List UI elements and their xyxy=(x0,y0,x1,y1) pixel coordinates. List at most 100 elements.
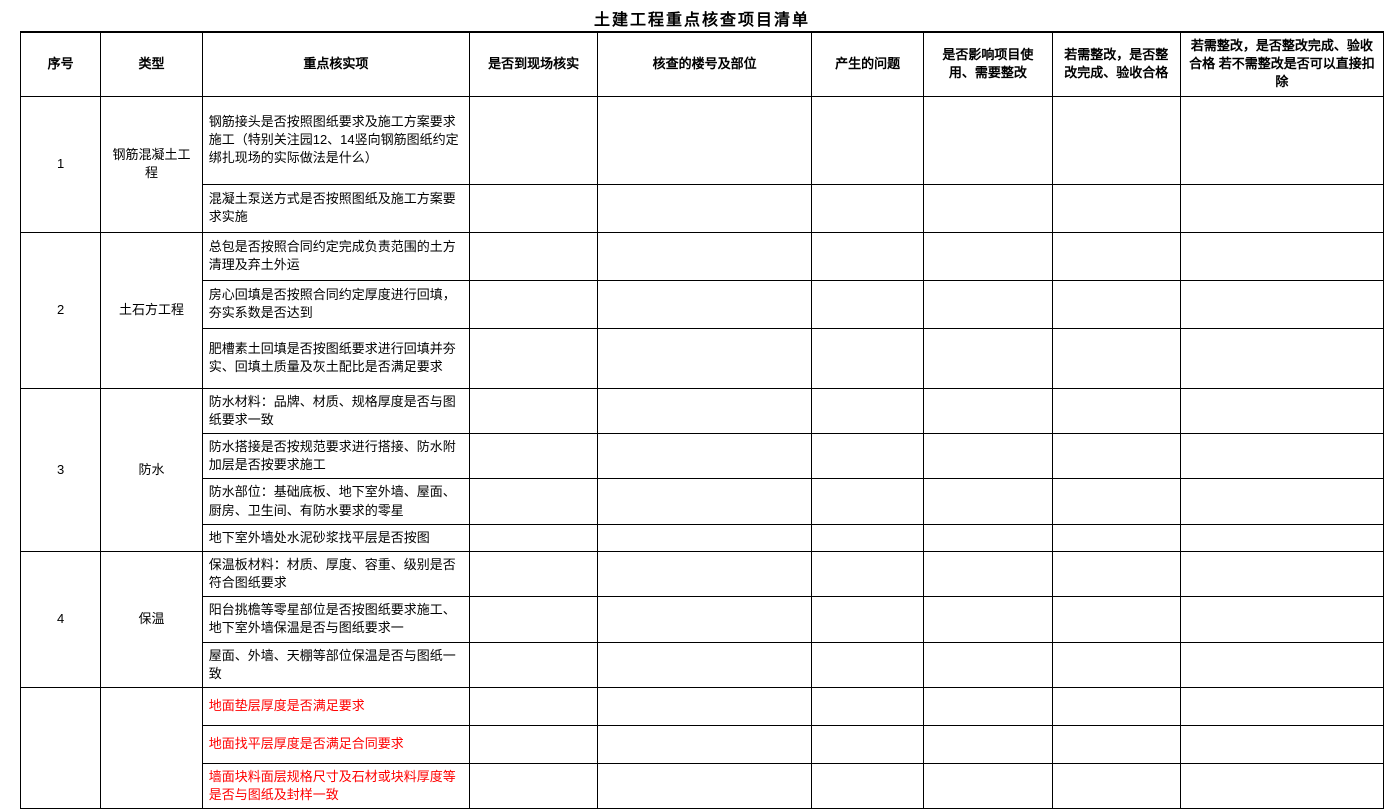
content-area: 土建工程重点核查项目清单 序号 类型 重点核实项 是否到现场核实 核 xyxy=(20,0,1384,809)
cell-empty[interactable] xyxy=(924,764,1052,809)
cell-empty[interactable] xyxy=(598,479,812,524)
cell-empty[interactable] xyxy=(1052,642,1180,687)
cell-empty[interactable] xyxy=(469,597,597,642)
cell-empty[interactable] xyxy=(1052,764,1180,809)
cell-empty[interactable] xyxy=(1052,597,1180,642)
cell-empty[interactable] xyxy=(924,184,1052,232)
cell-empty[interactable] xyxy=(924,479,1052,524)
cell-empty[interactable] xyxy=(1180,688,1383,726)
header-index: 序号 xyxy=(21,33,101,97)
cell-empty[interactable] xyxy=(1180,328,1383,388)
cell-empty[interactable] xyxy=(812,764,924,809)
cell-empty[interactable] xyxy=(812,328,924,388)
cell-empty[interactable] xyxy=(1180,388,1383,433)
cell-empty[interactable] xyxy=(598,524,812,551)
cell-empty[interactable] xyxy=(469,388,597,433)
cell-empty[interactable] xyxy=(812,433,924,478)
table-row: 地下室外墙处水泥砂浆找平层是否按图 xyxy=(21,524,1384,551)
cell-empty[interactable] xyxy=(812,96,924,184)
cell-empty[interactable] xyxy=(1180,280,1383,328)
cell-empty[interactable] xyxy=(469,232,597,280)
cell-empty[interactable] xyxy=(924,328,1052,388)
cell-empty[interactable] xyxy=(924,726,1052,764)
cell-empty[interactable] xyxy=(924,388,1052,433)
cell-empty[interactable] xyxy=(1180,764,1383,809)
cell-empty[interactable] xyxy=(1052,388,1180,433)
cell-empty[interactable] xyxy=(469,328,597,388)
cell-empty[interactable] xyxy=(598,328,812,388)
cell-empty[interactable] xyxy=(1052,232,1180,280)
cell-empty[interactable] xyxy=(469,479,597,524)
cell-empty[interactable] xyxy=(1180,184,1383,232)
cell-empty[interactable] xyxy=(812,597,924,642)
cell-empty[interactable] xyxy=(469,726,597,764)
cell-empty[interactable] xyxy=(812,388,924,433)
cell-empty[interactable] xyxy=(812,232,924,280)
cell-empty[interactable] xyxy=(924,232,1052,280)
cell-empty[interactable] xyxy=(1052,184,1180,232)
cell-empty[interactable] xyxy=(469,764,597,809)
cell-empty[interactable] xyxy=(598,726,812,764)
cell-empty[interactable] xyxy=(812,551,924,596)
cell-empty[interactable] xyxy=(1180,433,1383,478)
cell-empty[interactable] xyxy=(1180,479,1383,524)
cell-index: 2 xyxy=(21,232,101,388)
cell-empty[interactable] xyxy=(812,688,924,726)
cell-empty[interactable] xyxy=(1052,280,1180,328)
cell-empty[interactable] xyxy=(598,764,812,809)
cell-check-item: 地面垫层厚度是否满足要求 xyxy=(202,688,469,726)
cell-empty[interactable] xyxy=(1180,642,1383,687)
cell-empty[interactable] xyxy=(924,642,1052,687)
cell-empty[interactable] xyxy=(924,524,1052,551)
cell-empty[interactable] xyxy=(598,232,812,280)
cell-empty[interactable] xyxy=(1052,688,1180,726)
cell-check-item: 墙面块料面层规格尺寸及石材或块料厚度等是否与图纸及封样一致 xyxy=(202,764,469,809)
cell-empty[interactable] xyxy=(598,96,812,184)
cell-empty[interactable] xyxy=(469,688,597,726)
cell-empty[interactable] xyxy=(812,726,924,764)
cell-empty[interactable] xyxy=(598,642,812,687)
table-row: 房心回填是否按照合同约定厚度进行回填，夯实系数是否达到 xyxy=(21,280,1384,328)
cell-empty[interactable] xyxy=(924,96,1052,184)
cell-empty[interactable] xyxy=(924,280,1052,328)
cell-empty[interactable] xyxy=(469,524,597,551)
cell-empty[interactable] xyxy=(1052,524,1180,551)
cell-empty[interactable] xyxy=(1052,551,1180,596)
cell-empty[interactable] xyxy=(1052,96,1180,184)
cell-empty[interactable] xyxy=(469,433,597,478)
checklist-table: 序号 类型 重点核实项 是否到现场核实 核查的楼号及部位 产生的问题 是否影响项… xyxy=(20,32,1384,809)
cell-empty[interactable] xyxy=(469,551,597,596)
cell-empty[interactable] xyxy=(1052,433,1180,478)
cell-empty[interactable] xyxy=(924,597,1052,642)
cell-empty[interactable] xyxy=(1180,597,1383,642)
header-type: 类型 xyxy=(101,33,203,97)
cell-empty[interactable] xyxy=(1180,232,1383,280)
cell-empty[interactable] xyxy=(598,688,812,726)
cell-empty[interactable] xyxy=(1052,328,1180,388)
cell-empty[interactable] xyxy=(1180,551,1383,596)
cell-empty[interactable] xyxy=(812,280,924,328)
cell-empty[interactable] xyxy=(469,184,597,232)
cell-empty[interactable] xyxy=(812,642,924,687)
cell-empty[interactable] xyxy=(598,280,812,328)
cell-empty[interactable] xyxy=(469,642,597,687)
cell-empty[interactable] xyxy=(924,551,1052,596)
cell-empty[interactable] xyxy=(924,688,1052,726)
cell-empty[interactable] xyxy=(812,184,924,232)
cell-empty[interactable] xyxy=(598,388,812,433)
cell-empty[interactable] xyxy=(1180,524,1383,551)
cell-empty[interactable] xyxy=(1180,96,1383,184)
cell-empty[interactable] xyxy=(598,597,812,642)
cell-empty[interactable] xyxy=(1180,726,1383,764)
cell-empty[interactable] xyxy=(1052,479,1180,524)
header-impact: 是否影响项目使用、需要整改 xyxy=(924,33,1052,97)
cell-empty[interactable] xyxy=(1052,726,1180,764)
cell-empty[interactable] xyxy=(598,433,812,478)
cell-empty[interactable] xyxy=(812,479,924,524)
cell-empty[interactable] xyxy=(469,280,597,328)
cell-empty[interactable] xyxy=(598,184,812,232)
cell-empty[interactable] xyxy=(812,524,924,551)
cell-empty[interactable] xyxy=(469,96,597,184)
cell-empty[interactable] xyxy=(924,433,1052,478)
cell-empty[interactable] xyxy=(598,551,812,596)
